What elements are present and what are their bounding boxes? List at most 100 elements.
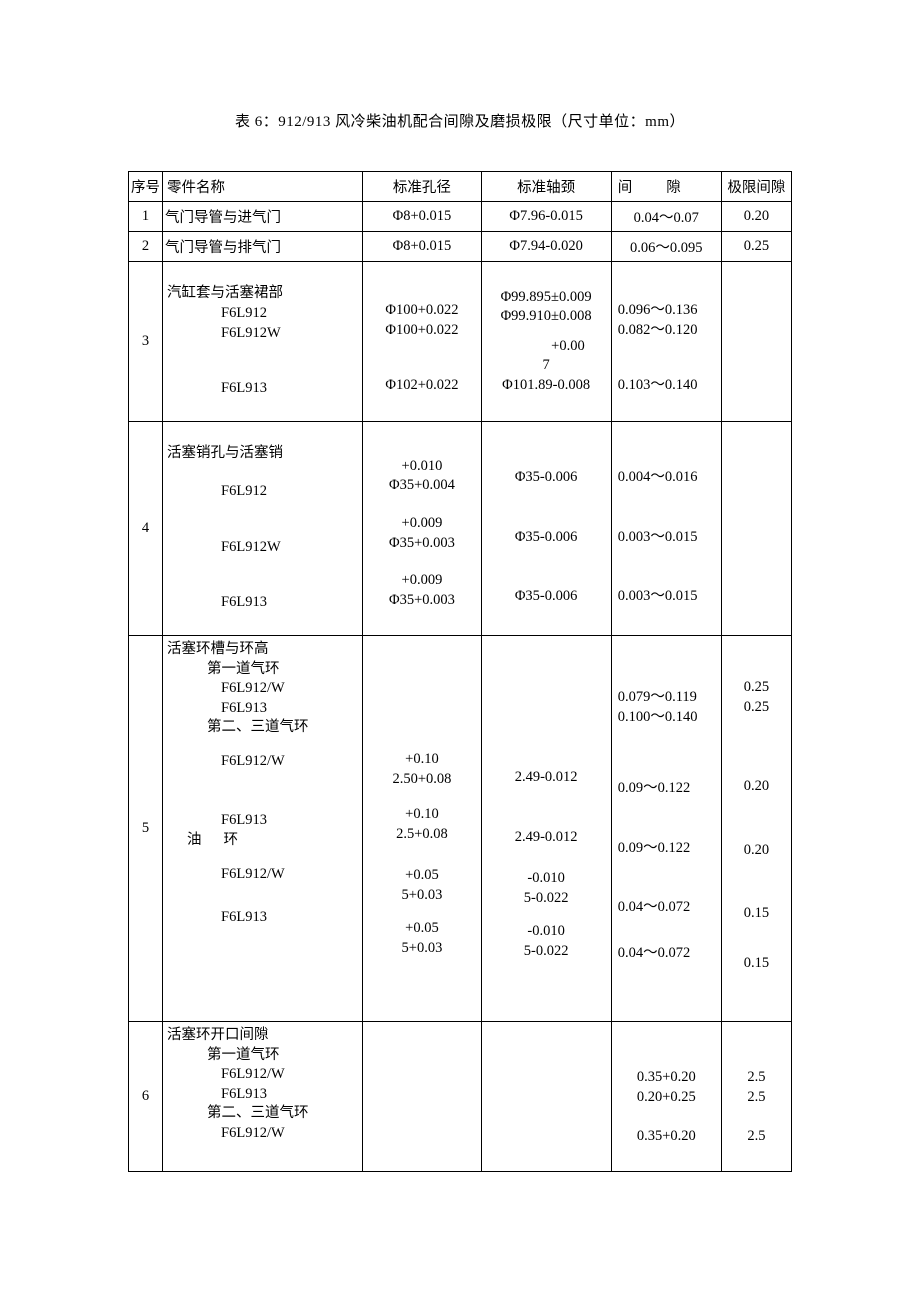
r5-lim-22: 0.20	[744, 841, 769, 861]
r1-gap: 0.04～0.07	[611, 202, 721, 232]
r4-idx: 4	[129, 422, 163, 636]
spec-table: 序号 零件名称 标准孔径 标准轴颈 间隙 极限间隙 1 气门导管与进气门 Φ8+…	[128, 171, 792, 1172]
r5-idx: 5	[129, 636, 163, 1022]
r5-gap-12: 0.100～0.140	[618, 708, 698, 728]
r5-bore: +0.10 2.50+0.08 +0.10 2.5+0.08 +0.05 5+0…	[363, 636, 481, 1022]
r5-lim-31: 0.15	[744, 904, 769, 924]
r5-lim-11: 0.25	[744, 678, 769, 698]
row-1: 1 气门导管与进气门 Φ8+0.015 Φ7.96-0.015 0.04～0.0…	[129, 202, 792, 232]
r5-bore-22a: +0.10	[405, 805, 439, 825]
r4-name: 活塞销孔与活塞销 F6L912 F6L912W F6L913	[163, 422, 363, 636]
r6-sec2: 第二、三道气环	[167, 1104, 309, 1124]
r3-gap-3: 0.103～0.140	[618, 376, 698, 396]
hdr-axle: 标准轴颈	[481, 172, 611, 202]
r6-sec1-m1: F6L912/W	[167, 1065, 285, 1085]
r3-gap: 0.096～0.136 0.082～0.120 0.103～0.140	[611, 262, 721, 422]
row-4: 4 活塞销孔与活塞销 F6L912 F6L912W F6L913 +0.010 …	[129, 422, 792, 636]
page: 表 6：912/913 风冷柴油机配合间隙及磨损极限（尺寸单位：mm） 序号 零…	[0, 0, 920, 1172]
r4-bore-3a: +0.009	[402, 571, 443, 591]
r1-axle: Φ7.96-0.015	[481, 202, 611, 232]
r4-axle-1: Φ35-0.006	[515, 468, 578, 488]
r5-sec1: 第一道气环	[167, 660, 280, 680]
r5-gap-11: 0.079～0.119	[618, 688, 697, 708]
r4-axle-3: Φ35-0.006	[515, 587, 578, 607]
hdr-name: 零件名称	[163, 172, 363, 202]
r3-axle: Φ99.895±0.009 Φ99.910±0.008 +0.00 7 Φ101…	[481, 262, 611, 422]
r5-gap-31: 0.04～0.072	[618, 898, 691, 918]
table-caption: 表 6：912/913 风冷柴油机配合间隙及磨损极限（尺寸单位：mm）	[128, 110, 792, 131]
hdr-gap-text: 间隙	[618, 180, 715, 196]
r3-bore: Φ100+0.022 Φ100+0.022 Φ102+0.022	[363, 262, 481, 422]
hdr-gap: 间隙	[611, 172, 721, 202]
r4-name-h: 活塞销孔与活塞销	[167, 444, 283, 464]
r4-name-1: F6L912	[167, 482, 267, 502]
r4-bore-1a: +0.010	[402, 457, 443, 477]
r5-gap-32: 0.04～0.072	[618, 944, 691, 964]
r4-gap-2: 0.003～0.015	[618, 528, 698, 548]
r6-lim-3: 2.5	[747, 1127, 765, 1147]
r4-gap-3: 0.003～0.015	[618, 587, 698, 607]
r5-sec2-m1: F6L912/W	[167, 752, 285, 772]
r5-bore-22b: 2.5+0.08	[396, 825, 448, 845]
r2-gap: 0.06～0.095	[611, 232, 721, 262]
r6-axle	[481, 1022, 611, 1172]
r4-bore-1b: Φ35+0.004	[389, 476, 455, 496]
r3-axle-1: Φ99.895±0.009	[501, 288, 592, 308]
r6-sec2-m1: F6L912/W	[167, 1124, 285, 1144]
r5-bore-21a: +0.10	[405, 750, 439, 770]
r5-sec1-m2: F6L913	[167, 699, 267, 719]
hdr-bore: 标准孔径	[363, 172, 481, 202]
r5-bore-21b: 2.50+0.08	[392, 770, 451, 790]
r4-bore-3b: Φ35+0.003	[389, 591, 455, 611]
r4-gap-1: 0.004～0.016	[618, 468, 698, 488]
r4-bore: +0.010 Φ35+0.004 +0.009 Φ35+0.003 +0.009…	[363, 422, 481, 636]
r5-bore-32a: +0.05	[405, 919, 439, 939]
r3-lim	[721, 262, 791, 422]
r5-sec2: 第二、三道气环	[167, 718, 309, 738]
r6-gap-3: 0.35+0.20	[637, 1127, 696, 1147]
r5-bore-32b: 5+0.03	[402, 939, 443, 959]
r5-axle-22: 2.49-0.012	[515, 828, 578, 848]
r3-name-2: F6L912W	[167, 324, 281, 344]
r5-lim-12: 0.25	[744, 698, 769, 718]
r6-name: 活塞环开口间隙 第一道气环 F6L912/W F6L913 第二、三道气环 F6…	[163, 1022, 363, 1172]
r2-idx: 2	[129, 232, 163, 262]
r5-axle-31a: -0.010	[527, 869, 564, 889]
r2-bore: Φ8+0.015	[363, 232, 481, 262]
r3-gap-2: 0.082～0.120	[618, 321, 698, 341]
r5-lim-32: 0.15	[744, 954, 769, 974]
r6-sec1: 第一道气环	[167, 1046, 280, 1066]
r5-axle: 2.49-0.012 2.49-0.012 -0.010 5-0.022 -0.…	[481, 636, 611, 1022]
r6-gap: 0.35+0.20 0.20+0.25 0.35+0.20	[611, 1022, 721, 1172]
r4-axle-2: Φ35-0.006	[515, 528, 578, 548]
r5-gap-22: 0.09～0.122	[618, 839, 691, 859]
r3-bore-2: Φ100+0.022	[385, 321, 458, 341]
r3-name-3: F6L913	[167, 379, 267, 399]
r5-sec3-m1: F6L912/W	[167, 865, 285, 885]
r3-axle-3c: Φ101.89-0.008	[502, 376, 590, 396]
r5-sec1-m1: F6L912/W	[167, 679, 285, 699]
row-5: 5 活塞环槽与环高 第一道气环 F6L912/W F6L913 第二、三道气环 …	[129, 636, 792, 1022]
row-2: 2 气门导管与排气门 Φ8+0.015 Φ7.94-0.020 0.06～0.0…	[129, 232, 792, 262]
r5-sec3: 油环	[167, 831, 260, 851]
r3-idx: 3	[129, 262, 163, 422]
r1-name: 气门导管与进气门	[163, 202, 363, 232]
r5-gap: 0.079～0.119 0.100～0.140 0.09～0.122 0.09～…	[611, 636, 721, 1022]
r2-lim: 0.25	[721, 232, 791, 262]
r3-axle-3b: 7	[542, 356, 549, 376]
r4-name-3: F6L913	[167, 593, 267, 613]
r5-name-h: 活塞环槽与环高	[167, 640, 269, 660]
r3-name: 汽缸套与活塞裙部 F6L912 F6L912W F6L913	[163, 262, 363, 422]
r2-axle: Φ7.94-0.020	[481, 232, 611, 262]
r4-bore-2b: Φ35+0.003	[389, 534, 455, 554]
r5-sec3-m2: F6L913	[167, 908, 267, 928]
r6-name-h: 活塞环开口间隙	[167, 1026, 269, 1046]
hdr-limit: 极限间隙	[721, 172, 791, 202]
r5-name: 活塞环槽与环高 第一道气环 F6L912/W F6L913 第二、三道气环 F6…	[163, 636, 363, 1022]
r5-axle-31b: 5-0.022	[524, 889, 569, 909]
r6-sec1-m2: F6L913	[167, 1085, 267, 1105]
r6-gap-1: 0.35+0.20	[637, 1068, 696, 1088]
header-row: 序号 零件名称 标准孔径 标准轴颈 间隙 极限间隙	[129, 172, 792, 202]
r5-axle-32a: -0.010	[527, 922, 564, 942]
r5-lim: 0.25 0.25 0.20 0.20 0.15 0.15	[721, 636, 791, 1022]
